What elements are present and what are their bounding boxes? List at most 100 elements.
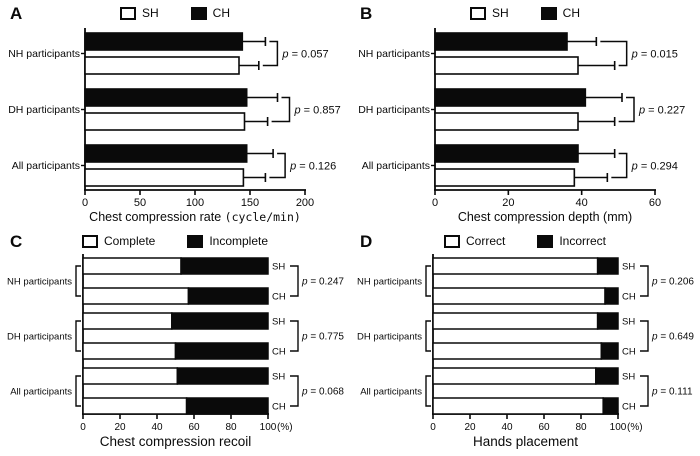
bar-CH [84,144,248,163]
x-axis-title: Chest compression rate (cycle/min) [89,210,301,224]
x-axis-title: Chest compression depth (mm) [458,210,632,224]
x-tick-label: 40 [576,197,588,209]
x-tick-label: 20 [114,422,126,433]
bar-segment-Complete-CH [82,397,188,415]
bar-segment-Correct-SH [432,312,599,330]
category-label: DH participants [358,104,430,116]
bar-tag-SH: SH [272,262,285,273]
bar-segment-Incomplete-CH [185,397,269,415]
bar-segment-Correct-CH [432,342,603,360]
x-axis-unit: (%) [277,422,293,433]
bar-tag-SH: SH [272,372,285,383]
bar-tag-CH: CH [622,347,636,358]
category-label: NH participants [358,48,430,60]
significance-bracket [290,375,299,407]
significance-bracket [618,96,635,123]
category-label: NH participants [7,277,72,288]
bar-SH [434,56,579,75]
x-tick-label: 40 [501,422,513,433]
bar-CH [84,88,248,107]
bar-SH [84,112,246,131]
x-tick-label: 80 [225,422,237,433]
significance-bracket [611,152,628,179]
bar-segment-Complete-SH [82,257,182,275]
bar-tag-CH: CH [272,402,286,413]
category-label: DH participants [8,104,80,116]
category-bracket [75,265,81,297]
x-tick-label: 50 [134,197,146,209]
x-tick-label: 20 [464,422,476,433]
x-tick-label: 0 [80,422,86,433]
bar-segment-Incomplete-CH [187,287,269,305]
bar-segment-Incorrect-SH [595,367,619,385]
panel-b-plot: 0 20 40 60 Chest compression depth (mm) NH pa… [358,28,685,224]
category-label: All participants [10,387,72,398]
p-value: p = 0.111 [651,387,693,398]
bar-SH [84,168,245,187]
category-bracket [425,375,431,407]
category-bracket [425,320,431,352]
x-tick-label: 100 [260,422,277,433]
bar-segment-Incomplete-SH [171,312,269,330]
bar-segment-Complete-SH [82,367,179,385]
bar-SH [84,56,240,75]
significance-bracket [271,96,291,123]
x-tick-label: 80 [575,422,587,433]
bar-segment-Incomplete-SH [180,257,269,275]
panel-a: A SH CH 0 50 100 150 200 Chest compression ra… [0,0,350,228]
bar-SH [434,168,576,187]
x-tick-label: 0 [82,197,88,209]
significance-bracket [600,40,628,67]
bar-segment-Correct-SH [432,257,599,275]
panel-c-plot: 0 20 40 60 80 100 (%) Chest compression recoil N… [7,254,344,449]
category-label: All participants [12,160,80,172]
category-bracket [425,265,431,297]
panel-d: D Correct Incorrect 0 20 40 60 80 100 (%) Hands… [350,228,700,456]
panel-d-plot: 0 20 40 60 80 100 (%) Hands placement NH partici… [357,254,694,449]
category-label: DH participants [7,332,72,343]
bar-segment-Correct-SH [432,367,597,385]
x-tick-label: 60 [649,197,661,209]
significance-bracket [640,320,649,352]
category-bracket [75,375,81,407]
bar-tag-SH: SH [622,317,635,328]
bar-segment-Correct-CH [432,397,604,415]
bar-segment-Incorrect-CH [600,342,619,360]
x-tick-label: 40 [151,422,163,433]
bar-CH [434,32,568,51]
panel-b: B SH CH 0 20 40 60 Chest compression depth (… [350,0,700,228]
bar-tag-SH: SH [622,262,635,273]
x-tick-label: 0 [430,422,436,433]
panel-b-label: B [360,4,373,23]
bar-tag-SH: SH [622,372,635,383]
bar-segment-Complete-SH [82,312,173,330]
p-value: p = 0.126 [289,161,336,173]
bar-CH [434,144,579,163]
bar-tag-CH: CH [622,292,636,303]
bar-tag-CH: CH [272,292,286,303]
p-value: p = 0.775 [301,332,344,343]
bar-CH [434,88,587,107]
x-axis-unit: (%) [627,422,643,433]
p-value: p = 0.015 [631,49,678,61]
bar-SH [434,112,579,131]
significance-bracket [640,265,649,297]
p-value: p = 0.294 [631,161,678,173]
bar-tag-CH: CH [272,347,286,358]
category-label: DH participants [357,332,422,343]
x-tick-label: 200 [296,197,314,209]
bar-segment-Incomplete-CH [174,342,269,360]
p-value: p = 0.649 [651,332,694,343]
significance-bracket [290,320,299,352]
bar-segment-Incorrect-CH [602,397,619,415]
bar-segment-Incorrect-SH [596,257,619,275]
category-label: All participants [362,160,430,172]
bar-segment-Incomplete-SH [176,367,269,385]
x-tick-label: 60 [188,422,200,433]
p-value: p = 0.247 [301,277,344,288]
significance-bracket [640,375,649,407]
x-tick-label: 60 [538,422,550,433]
panel-c-label: C [10,232,23,251]
x-tick-label: 20 [502,197,514,209]
